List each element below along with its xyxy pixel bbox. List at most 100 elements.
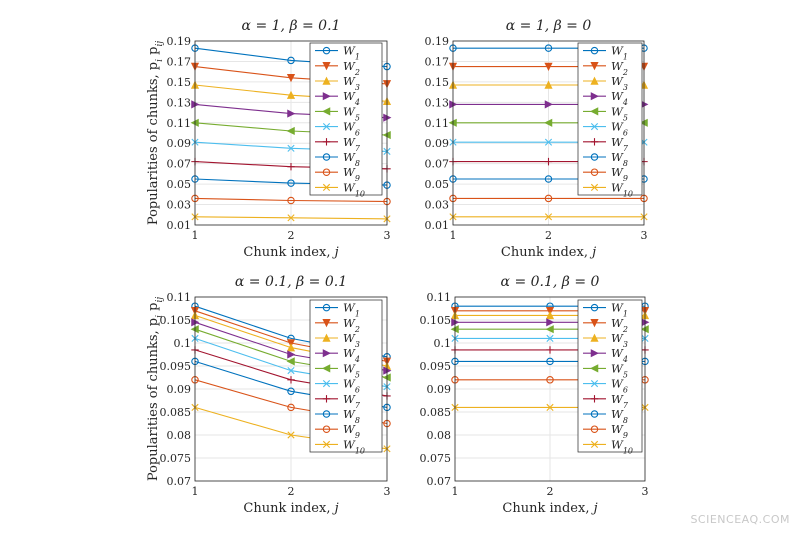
y-tick-label: 0.09 <box>167 137 192 150</box>
legend-label-W1: W1 <box>611 301 628 319</box>
data-point-W8 <box>546 357 554 366</box>
x-tick-label: 3 <box>641 229 648 242</box>
data-point-W5 <box>544 118 553 127</box>
legend-label-W5: W5 <box>611 104 628 122</box>
y-tick-label: 0.03 <box>167 199 192 212</box>
data-point-W5 <box>286 126 295 136</box>
x-tick-label: 3 <box>384 229 391 242</box>
chart-title: α = 0.1, β = 0.1 <box>235 274 347 290</box>
axes-frame <box>454 296 646 482</box>
legend-marker-W1 <box>322 46 331 55</box>
legend-marker-W3 <box>590 333 599 342</box>
x-tick-label: 1 <box>192 229 199 242</box>
y-tick-label: 0.01 <box>425 219 450 232</box>
legend-marker-W10 <box>590 440 599 448</box>
legend-label-W2: W2 <box>611 59 628 77</box>
legend-marker-W2 <box>590 319 599 328</box>
watermark: SCIENCEAQ.COM <box>690 513 790 526</box>
y-tick-label: 0.09 <box>167 383 192 396</box>
legend-box <box>309 42 383 196</box>
legend-label-W7: W7 <box>611 135 629 153</box>
legend-marker-W5 <box>322 364 331 373</box>
data-point-W8 <box>544 175 553 183</box>
legend-marker-W10 <box>590 183 599 191</box>
legend-label-W10: W10 <box>611 180 633 198</box>
legend-label-W4: W4 <box>343 89 360 107</box>
legend-label-W9: W9 <box>611 422 628 440</box>
y-tick-label: 0.05 <box>425 178 450 191</box>
legend-label-W5: W5 <box>611 361 628 379</box>
x-tick-label: 1 <box>450 229 457 242</box>
legend-marker-W2 <box>590 62 599 71</box>
x-tick-label: 2 <box>547 485 554 498</box>
y-tick-label: 0.105 <box>420 314 452 327</box>
y-tick-label: 0.105 <box>160 314 192 327</box>
legend-marker-W10 <box>322 440 331 448</box>
y-tick-label: 0.15 <box>167 76 192 89</box>
y-tick-label: 0.19 <box>425 35 450 48</box>
legend-marker-W6 <box>590 123 599 131</box>
legend-label-W1: W1 <box>611 44 628 62</box>
y-tick-label: 0.05 <box>167 178 192 191</box>
legend-label-W6: W6 <box>611 120 628 138</box>
legend-marker-W9 <box>322 168 331 176</box>
subplot-2: 0.01 0.03 0.05 0.07 0.09 0.11 0.13 0.15 0.17 0.19… <box>425 18 649 260</box>
y-tick-label: 0.095 <box>420 360 452 373</box>
data-point-W6 <box>546 334 554 342</box>
data-point-W3 <box>544 80 553 89</box>
legend-label-W6: W6 <box>343 120 360 138</box>
x-tick-label: 3 <box>384 485 391 498</box>
legend-marker-W9 <box>590 425 599 433</box>
legend-label-W7: W7 <box>343 135 361 153</box>
data-point-W4 <box>287 109 296 118</box>
legend-label-W4: W4 <box>611 346 628 364</box>
y-tick-label: 0.07 <box>427 475 452 488</box>
legend-marker-W8 <box>322 153 331 161</box>
series-line-W9 <box>194 197 388 203</box>
legend-label-W8: W8 <box>343 150 360 168</box>
y-tick-label: 0.19 <box>167 35 192 48</box>
legend-marker-W4 <box>590 349 599 358</box>
axes-frame <box>194 296 388 482</box>
y-tick-label: 0.09 <box>425 137 450 150</box>
data-point-W10 <box>544 213 553 221</box>
y-tick-label: 0.07 <box>425 158 450 171</box>
axes-frame <box>194 40 388 226</box>
legend-label-W6: W6 <box>343 377 360 395</box>
legend-label-W9: W9 <box>611 165 628 183</box>
data-point-W7 <box>546 346 554 354</box>
data-point-W2 <box>544 62 553 71</box>
x-axis-label: Chunk index, j <box>501 245 596 260</box>
legend-label-W10: W10 <box>343 437 365 455</box>
x-tick-label: 1 <box>452 485 459 498</box>
y-tick-label: 0.085 <box>420 406 452 419</box>
legend-marker-W2 <box>322 319 331 328</box>
data-point-W2 <box>545 307 555 316</box>
data-point-W5 <box>286 357 295 366</box>
data-point-W10 <box>287 214 295 222</box>
chart-title: α = 1, β = 0.1 <box>242 18 341 34</box>
legend-label-W7: W7 <box>611 392 629 410</box>
y-tick-label: 0.095 <box>160 360 192 373</box>
legend-label-W8: W8 <box>343 407 360 425</box>
data-point-W8 <box>287 179 295 187</box>
data-point-W6 <box>287 367 295 375</box>
legend-label-W7: W7 <box>343 392 361 410</box>
legend-marker-W9 <box>590 168 599 176</box>
data-point-W6 <box>544 138 553 146</box>
x-axis-label: Chunk index, j <box>243 245 338 260</box>
legend-marker-W6 <box>322 123 331 131</box>
x-tick-label: 2 <box>545 229 552 242</box>
y-tick-label: 0.11 <box>167 291 192 304</box>
data-point-W3 <box>545 310 555 320</box>
data-point-W2 <box>286 74 296 83</box>
legend-marker-W2 <box>322 62 331 71</box>
legend-label-W4: W4 <box>611 89 628 107</box>
legend-label-W6: W6 <box>611 377 628 395</box>
legend-marker-W7 <box>590 138 599 146</box>
data-point-W4 <box>544 100 553 109</box>
legend-marker-W7 <box>590 395 599 403</box>
legend-label-W3: W3 <box>611 74 628 92</box>
